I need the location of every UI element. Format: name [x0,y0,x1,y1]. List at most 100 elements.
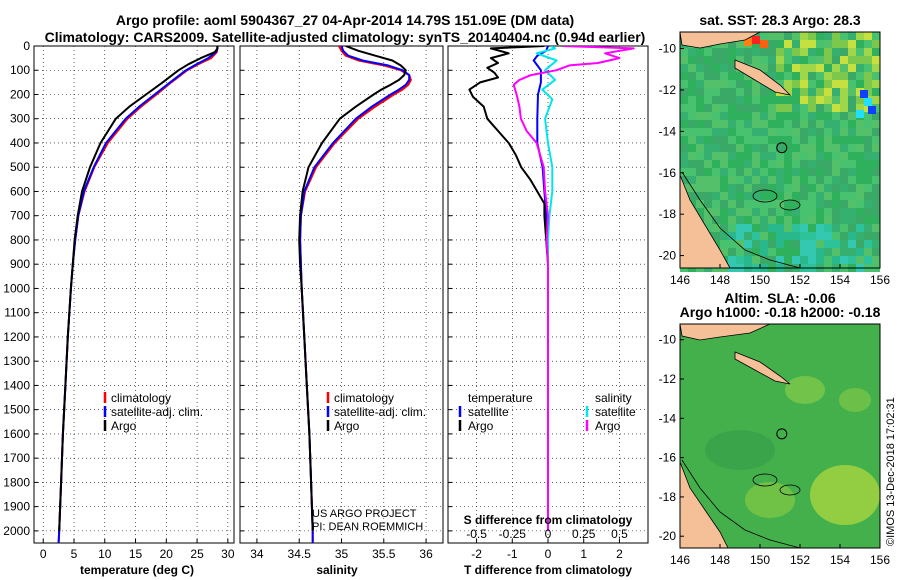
sst-cell [784,216,792,224]
sst-cell [832,200,840,208]
sst-cell [784,168,792,176]
sst-cell [792,144,800,152]
sst-cell [864,120,872,128]
sst-cell [816,120,824,128]
sst-cell [840,168,848,176]
sst-cell [680,160,688,168]
sst-cell [784,224,792,232]
sst-cell [864,192,872,200]
depth-tick-label: 500 [10,160,30,174]
sst-cell [872,200,880,208]
sst-cell [728,200,736,208]
sst-map-ticks: 146 148 150 152 154 156 -10 -12 -14 -16 -18 -20 [659,42,891,287]
reef-outline [779,199,801,211]
sst-cell [704,120,712,128]
sst-cell [736,168,744,176]
sst-cell [800,40,808,48]
sst-cell [768,104,776,112]
sst-cell [696,200,704,208]
s-diff-tick-label: 0 [545,527,552,541]
sst-cell [808,64,816,72]
sst-cell [832,248,840,256]
sst-cell [744,80,752,88]
sst-field [680,32,880,272]
sst-cell [800,160,808,168]
sst-cell [856,160,864,168]
sst-cell [760,96,768,104]
difference-series [468,46,635,531]
sst-cell [856,184,864,192]
sst-cell [752,104,760,112]
sst-cell [864,40,872,48]
sst-cell [816,56,824,64]
x-tick-label: -1 [507,547,518,561]
depth-tick-label: 400 [10,136,30,150]
sst-cell [784,80,792,88]
sst-cell [800,112,808,120]
sst-cell [736,136,744,144]
salinity-legend: climatology satellite-adj. clim. Argo US… [312,391,426,533]
x-tick-label: 35 [335,547,349,561]
sst-cell [776,248,784,256]
sst-cell [712,72,720,80]
sst-cell [792,224,800,232]
sst-cell [720,144,728,152]
sst-cell [728,80,736,88]
sst-cell [864,48,872,56]
sst-cell [856,256,864,264]
sst-cell [784,32,792,40]
sst-cell [872,176,880,184]
sst-cell [792,248,800,256]
sla-map-frame [679,323,881,549]
sst-cell [872,64,880,72]
sst-cell [792,232,800,240]
sst-cell [816,232,824,240]
sst-cell [856,240,864,248]
sst-cell [856,56,864,64]
sst-cell [816,192,824,200]
sst-cell [752,88,760,96]
sst-cell [816,72,824,80]
sst-cell [816,152,824,160]
sst-cell [848,120,856,128]
sst-cell [736,88,744,96]
sst-cell [744,104,752,112]
sst-cell [760,120,768,128]
sst-cell [768,200,776,208]
x-tick-label: 0 [545,547,552,561]
sst-cell [776,216,784,224]
sst-cell [784,136,792,144]
sst-cell [744,144,752,152]
reef-outline [752,473,778,487]
sst-cell [808,216,816,224]
profile-location-marker [776,142,788,154]
imos-watermark: ©IMOS 13-Dec-2018 17:02:31 [885,397,897,546]
sst-cell [688,136,696,144]
sst-cell [712,64,720,72]
sst-cell [736,176,744,184]
sst-cell [744,48,752,56]
depth-tick-label: 1700 [3,451,30,465]
sst-cell [688,128,696,136]
sst-cell [760,184,768,192]
sst-cell [824,56,832,64]
sst-cell [808,200,816,208]
sst-cell [744,224,752,232]
sst-cell [736,224,744,232]
sst-cell [688,192,696,200]
sst-cell [752,120,760,128]
sst-cell [824,96,832,104]
sst-cell [760,192,768,200]
sst-cell [792,168,800,176]
sst-cell [800,72,808,80]
x-tick-label: 1 [580,547,587,561]
temperature-x-label: temperature (deg C) [80,563,194,577]
sst-cell [784,48,792,56]
sst-cell [744,232,752,240]
sst-cell [712,208,720,216]
sst-cell [736,200,744,208]
sst-cell [856,48,864,56]
sst-cell [832,240,840,248]
sst-cell [800,184,808,192]
series-line-3 [298,46,407,531]
